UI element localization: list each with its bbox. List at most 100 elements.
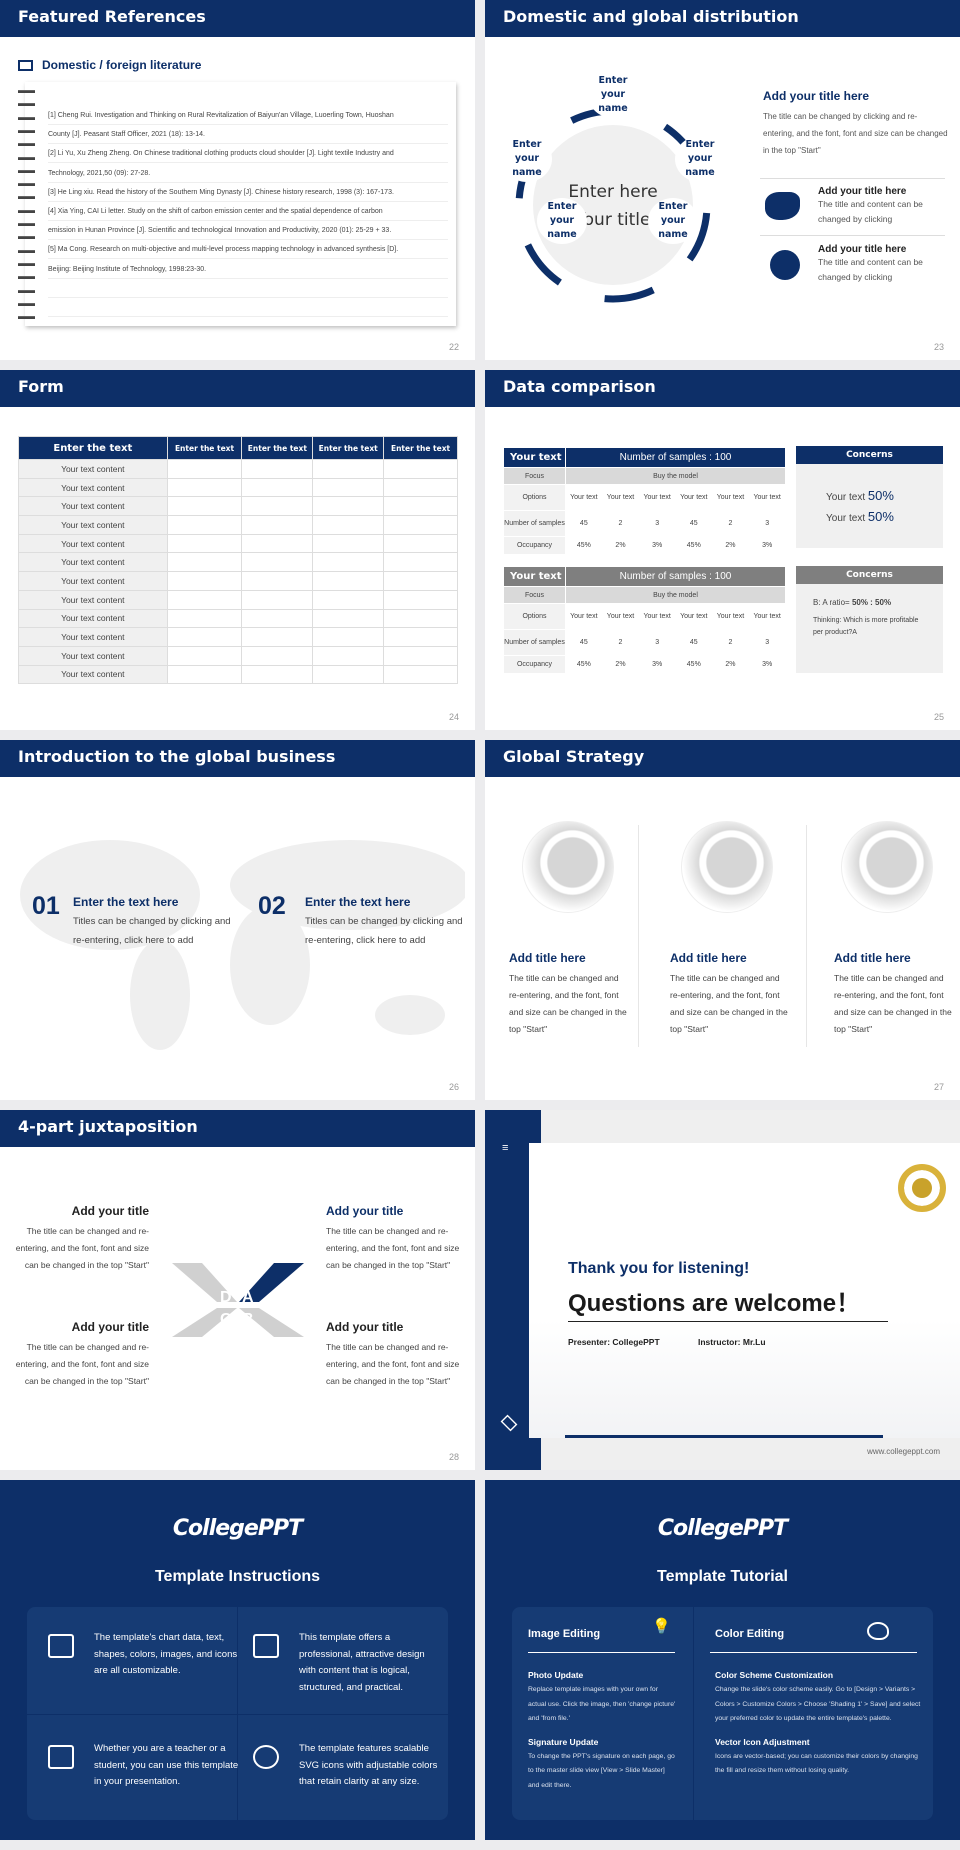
table-cell[interactable] bbox=[383, 627, 458, 647]
table-cell[interactable] bbox=[383, 589, 458, 610]
table-cell[interactable] bbox=[241, 627, 314, 647]
table-cell[interactable] bbox=[241, 552, 314, 573]
table-cell[interactable] bbox=[383, 533, 458, 554]
item-text: The title can be changed and re-entering… bbox=[326, 1342, 460, 1386]
table-title: Your text bbox=[503, 447, 566, 468]
value: 50% bbox=[867, 488, 894, 503]
slide-25[interactable]: Data comparison Your text Number of sampl… bbox=[485, 370, 960, 730]
table-cell[interactable] bbox=[383, 571, 458, 591]
table-cell: Your text bbox=[674, 484, 713, 511]
spiral-binding-icon bbox=[18, 90, 35, 93]
table-cell[interactable] bbox=[166, 645, 243, 666]
table-cell[interactable] bbox=[312, 552, 385, 573]
section-text: Replace template images with your own fo… bbox=[528, 1686, 676, 1722]
table-cell[interactable] bbox=[166, 477, 243, 498]
table-cell[interactable] bbox=[383, 608, 458, 629]
concerns-box-1: Concerns Your text 50% Your text 50% bbox=[796, 446, 943, 548]
website-url[interactable]: www.collegeppt.com bbox=[867, 1447, 940, 1456]
table-cell[interactable] bbox=[166, 589, 243, 610]
table-cell: 3% bbox=[638, 536, 676, 555]
table-cell[interactable] bbox=[241, 477, 314, 498]
ball-icon bbox=[253, 1745, 279, 1769]
table-cell[interactable] bbox=[166, 515, 243, 535]
table-row: Your text content bbox=[18, 459, 458, 479]
slide-tutorial[interactable]: CollegePPT Template Tutorial Image Editi… bbox=[485, 1480, 960, 1840]
table-row: Your text content bbox=[18, 515, 458, 535]
table-cell[interactable] bbox=[166, 664, 243, 685]
slide-23[interactable]: Domestic and global distribution Enter h… bbox=[485, 0, 960, 360]
table-cell[interactable] bbox=[241, 533, 314, 554]
row-label: Occupancy bbox=[503, 655, 566, 674]
node-text: your bbox=[660, 215, 686, 226]
reference-line: County [J]. Peasant Staff Officer, 2021 … bbox=[48, 125, 448, 145]
table-cell[interactable] bbox=[241, 589, 314, 610]
table-cell[interactable] bbox=[312, 459, 385, 479]
table-cell[interactable] bbox=[383, 645, 458, 666]
color-editing-content: Color Scheme Customization Change the sl… bbox=[715, 1668, 923, 1779]
table-cell[interactable] bbox=[166, 496, 243, 517]
table-row: Options Your text Your text Your text Your t… bbox=[503, 484, 786, 511]
reference-line: [5] Ma Cong. Research on multi-objective… bbox=[48, 240, 448, 260]
table-cell[interactable] bbox=[383, 515, 458, 535]
table-cell[interactable] bbox=[383, 459, 458, 479]
pages-icon bbox=[48, 1634, 74, 1658]
center-line-2: Your title bbox=[575, 210, 651, 230]
table-cell[interactable] bbox=[241, 645, 314, 666]
table-cell[interactable] bbox=[312, 645, 385, 666]
table-cell[interactable] bbox=[166, 627, 243, 647]
table-cell[interactable] bbox=[312, 627, 385, 647]
slide-26[interactable]: Introduction to the global business 01 En… bbox=[0, 740, 475, 1100]
reference-line: Beijing: Beijing Institute of Technology… bbox=[48, 260, 448, 279]
column-text: The title can be changed and re-entering… bbox=[670, 973, 788, 1034]
table-row: Your text content bbox=[18, 496, 458, 517]
item-text: Titles can be changed by clicking and re… bbox=[73, 916, 231, 946]
table-cell[interactable] bbox=[383, 477, 458, 498]
table-cell[interactable] bbox=[166, 459, 243, 479]
table-cell[interactable] bbox=[166, 571, 243, 591]
table-cell[interactable] bbox=[312, 515, 385, 535]
presenter: Presenter: CollegePPT bbox=[568, 1337, 660, 1347]
row-label: Options bbox=[503, 484, 566, 511]
slide-29[interactable]: ≡ Thank you for listening! Questions are… bbox=[485, 1110, 960, 1470]
table-cell[interactable] bbox=[312, 477, 385, 498]
slide-28[interactable]: 4-part juxtaposition D A C B Add your ti… bbox=[0, 1110, 475, 1470]
slide-27[interactable]: Global Strategy Add title here The title … bbox=[485, 740, 960, 1100]
slide-22[interactable]: Featured References Domestic / foreign l… bbox=[0, 0, 475, 360]
table-cell[interactable] bbox=[312, 589, 385, 610]
table-cell[interactable] bbox=[312, 571, 385, 591]
table-row: Occupancy 45% 2% 3% 45% 2% 3% bbox=[503, 655, 786, 674]
table-cell[interactable] bbox=[312, 533, 385, 554]
subtitle: Domestic / foreign literature bbox=[42, 58, 202, 72]
table-cell[interactable] bbox=[383, 496, 458, 517]
focus-value: Buy the model bbox=[565, 467, 786, 485]
slide-24[interactable]: Form Enter the text Enter the text Enter t… bbox=[0, 370, 475, 730]
table-row: Your text content bbox=[18, 589, 458, 610]
table-cell[interactable] bbox=[383, 552, 458, 573]
spiral-binding-icon bbox=[18, 236, 35, 240]
page-number: 26 bbox=[448, 1082, 459, 1092]
table-cell[interactable] bbox=[166, 608, 243, 629]
table-cell[interactable] bbox=[241, 571, 314, 591]
table-cell[interactable] bbox=[241, 664, 314, 685]
row-label: Your text content bbox=[18, 552, 168, 573]
concerns-title: Concerns bbox=[796, 566, 943, 584]
reference-line: [4] Xia Ying, CAI Li letter. Study on th… bbox=[48, 202, 448, 221]
table-cell[interactable] bbox=[383, 664, 458, 685]
slide-instructions[interactable]: CollegePPT Template Instructions The tem… bbox=[0, 1480, 475, 1840]
node-text: name bbox=[658, 229, 688, 240]
table-cell[interactable] bbox=[312, 496, 385, 517]
table-cell[interactable] bbox=[241, 608, 314, 629]
table-cell[interactable] bbox=[166, 533, 243, 554]
table-cell[interactable] bbox=[166, 552, 243, 573]
table-cell[interactable] bbox=[241, 459, 314, 479]
item-title: Enter the text here bbox=[73, 895, 179, 909]
table-cell[interactable] bbox=[241, 496, 314, 517]
slide-title: Introduction to the global business bbox=[0, 740, 475, 777]
table-cell[interactable] bbox=[241, 515, 314, 535]
page-number: 22 bbox=[448, 342, 459, 352]
table-cell: Your text bbox=[565, 603, 603, 630]
row-label: Occupancy bbox=[503, 536, 566, 555]
table-cell[interactable] bbox=[312, 664, 385, 685]
table-cell[interactable] bbox=[312, 608, 385, 629]
column-title: Add title here bbox=[834, 951, 911, 965]
